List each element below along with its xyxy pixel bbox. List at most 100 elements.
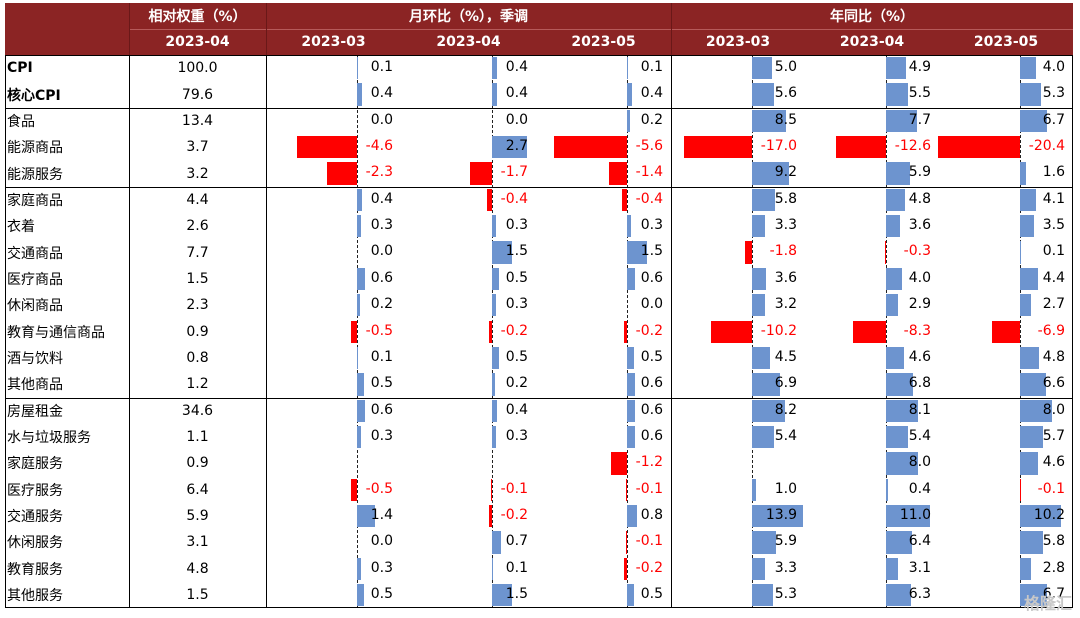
yoy-bar — [886, 504, 930, 528]
yoy-value: 5.4 — [908, 427, 931, 444]
yoy-bar — [1020, 162, 1027, 185]
yoy-value: 5.9 — [774, 533, 797, 550]
yoy-value: -17.0 — [760, 138, 797, 155]
yoy-bar — [752, 504, 803, 528]
yoy-value: 2.8 — [1042, 559, 1065, 576]
grid-after-weight — [266, 55, 267, 609]
mom-header: 月环比（%），季调 — [266, 3, 671, 29]
yoy-bar — [1020, 373, 1047, 396]
header-sep-1 — [129, 3, 130, 55]
row-group-divider — [5, 55, 1073, 56]
mom-bar — [627, 241, 647, 264]
mom-bar — [492, 57, 498, 80]
mom-value: 0.3 — [505, 296, 528, 313]
mom-value: 0.3 — [640, 217, 663, 234]
yoy-value: 3.3 — [774, 559, 797, 576]
yoy-value: 2.7 — [1042, 296, 1065, 313]
yoy-value: -8.3 — [903, 322, 931, 339]
mom-value: 0.0 — [505, 111, 528, 128]
mom-value: 0.5 — [370, 586, 393, 602]
yoy-bar — [752, 162, 789, 185]
mom-bar — [357, 557, 361, 580]
mom-value: 0.2 — [505, 375, 528, 392]
yoy-bar — [886, 584, 912, 607]
row-weight: 3.2 — [186, 165, 209, 182]
row-weight: 1.1 — [186, 429, 209, 446]
yoy-bar — [886, 109, 917, 133]
mom-value: -0.1 — [635, 533, 663, 550]
mom-value: 0.4 — [370, 190, 393, 207]
yoy-zero-line-2 — [886, 55, 887, 609]
mom-bar — [492, 215, 496, 238]
mom-value: 0.6 — [370, 269, 393, 286]
yoy-bar — [752, 584, 774, 607]
yoy-bar — [752, 188, 776, 212]
mom-value: 0.5 — [505, 269, 528, 286]
mom-value: 1.5 — [505, 243, 528, 260]
yoy-bar — [938, 136, 1020, 159]
row-label: 能源服务 — [7, 166, 63, 183]
mom-value: 0.0 — [370, 533, 393, 550]
yoy-bar — [886, 399, 919, 422]
yoy-value: 4.0 — [1042, 59, 1065, 75]
row-weight: 13.4 — [181, 112, 214, 129]
mom-value: -1.7 — [500, 164, 528, 181]
yoy-value: 5.7 — [1042, 427, 1065, 444]
mom-value: 2.7 — [505, 138, 528, 155]
yoy-value: 2.9 — [908, 296, 931, 313]
row-weight: 1.5 — [186, 270, 209, 287]
mom-bar — [469, 162, 492, 185]
yoy-value: 1.6 — [1042, 164, 1065, 181]
row-label: 食品 — [7, 113, 35, 130]
row-label: 家庭服务 — [7, 456, 63, 473]
mom-bar — [350, 478, 357, 501]
row-label: 教育与通信商品 — [7, 324, 105, 341]
yoy-bar — [886, 162, 910, 185]
yoy-date-header-1: 2023-03 — [671, 29, 805, 55]
yoy-bar — [1020, 188, 1037, 212]
yoy-bar — [1020, 425, 1043, 449]
mom-value: 0.4 — [370, 85, 393, 102]
row-weight: 2.6 — [186, 218, 209, 235]
mom-value: -0.5 — [365, 322, 393, 339]
row-label: 交通服务 — [7, 509, 63, 526]
yoy-bar — [1020, 557, 1032, 580]
mom-value: 0.2 — [370, 296, 393, 313]
mom-value: -0.2 — [500, 506, 528, 523]
mom-value: -0.2 — [635, 322, 663, 339]
row-label: 医疗商品 — [7, 271, 63, 288]
yoy-bar — [752, 57, 772, 80]
row-weight: 1.5 — [186, 587, 209, 604]
yoy-bar — [886, 452, 918, 475]
mom-bar — [357, 425, 361, 449]
row-weight: 4.8 — [186, 560, 209, 577]
mom-value: -0.5 — [365, 480, 393, 497]
row-label: 房屋租金 — [7, 403, 63, 420]
row-label: 其他服务 — [7, 588, 63, 605]
yoy-bar — [884, 241, 886, 264]
weight-date-header: 2023-04 — [129, 29, 266, 55]
grid-after-mom — [671, 55, 672, 609]
row-weight: 2.3 — [186, 297, 209, 314]
mom-bar — [357, 215, 361, 238]
yoy-value: 4.9 — [908, 59, 931, 75]
row-label: CPI — [7, 60, 33, 77]
yoy-date-header-3: 2023-05 — [939, 29, 1073, 55]
yoy-value: 5.9 — [908, 164, 931, 181]
mom-value: 0.5 — [505, 348, 528, 365]
yoy-value: 5.8 — [1042, 533, 1065, 550]
mom-bar — [554, 136, 627, 159]
mom-bar — [492, 267, 499, 291]
row-weight: 0.9 — [186, 455, 209, 472]
mom-value: 0.3 — [370, 559, 393, 576]
grid-right — [1072, 55, 1073, 609]
mom-value: -0.4 — [500, 190, 528, 207]
mom-bar — [357, 346, 359, 370]
yoy-value: -0.3 — [903, 243, 931, 260]
yoy-bar — [886, 267, 902, 291]
mom-value: 0.4 — [505, 59, 528, 75]
mom-value: 0.3 — [505, 217, 528, 234]
mom-date-header-3: 2023-05 — [536, 29, 671, 55]
yoy-value: 3.5 — [1042, 217, 1065, 234]
yoy-bar — [1020, 584, 1047, 607]
